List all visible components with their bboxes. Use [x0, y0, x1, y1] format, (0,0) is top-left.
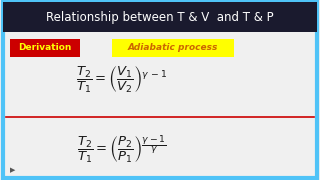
Text: Adiabatic process: Adiabatic process: [128, 43, 218, 52]
FancyBboxPatch shape: [10, 39, 80, 57]
Text: Relationship between T & V  and T & P: Relationship between T & V and T & P: [46, 11, 274, 24]
Text: $\dfrac{T_2}{T_1} = \left(\dfrac{P_2}{P_1}\right)^{\dfrac{\gamma-1}{\gamma}}$: $\dfrac{T_2}{T_1} = \left(\dfrac{P_2}{P_…: [77, 133, 166, 166]
FancyBboxPatch shape: [3, 2, 317, 178]
Text: $\dfrac{T_2}{T_1} = \left(\dfrac{V_1}{V_2}\right)^{\gamma\,-1}$: $\dfrac{T_2}{T_1} = \left(\dfrac{V_1}{V_…: [76, 65, 167, 95]
Text: ▶: ▶: [10, 167, 15, 173]
Text: Derivation: Derivation: [18, 43, 71, 52]
FancyBboxPatch shape: [112, 39, 234, 57]
FancyBboxPatch shape: [3, 2, 317, 32]
